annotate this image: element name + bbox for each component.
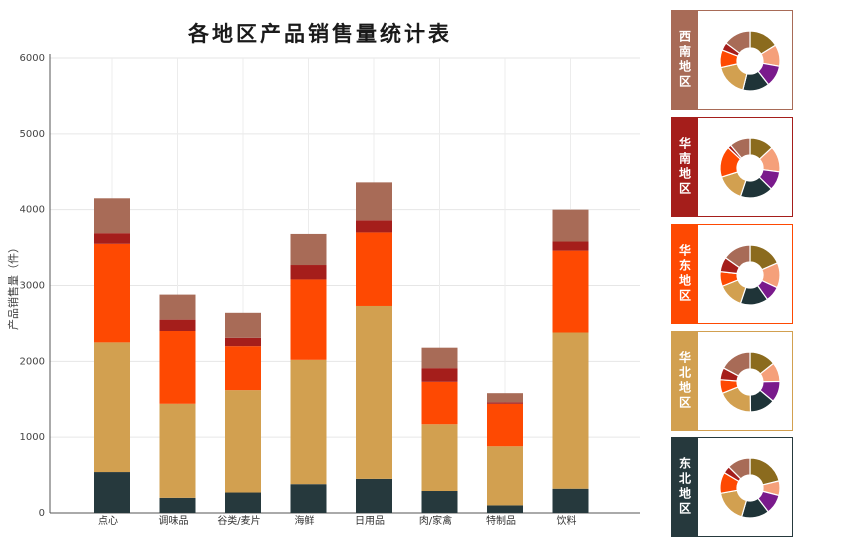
donut-slice [727,457,751,480]
bar-segment [94,198,130,234]
bar-segment [225,390,261,493]
region-panel: 华东地区 [671,224,793,324]
y-tick-label: 2000 [20,356,45,367]
bar-segment [290,484,327,513]
x-tick-label: 肉/家禽 [419,514,452,527]
bar-segment [487,505,523,513]
bar-segment [421,424,458,492]
x-tick-label: 点心 [98,515,118,527]
y-tick-label: 1000 [20,432,45,443]
bar-segment [290,279,327,360]
x-tick-label: 调味品 [159,515,189,527]
region-panel: 华南地区 [671,117,793,217]
bar-segment [552,332,589,489]
donut-slice [719,489,748,518]
donut-chart [719,351,781,413]
bar-segment [290,359,327,485]
donut-chart [719,457,781,519]
bar-segment [159,331,196,404]
bar-segment [356,305,392,479]
bar-segment [487,403,523,447]
bar-segment [421,491,458,513]
bar-segment [356,182,392,221]
region-label: 华东地区 [672,225,698,323]
x-tick-label: 谷类/麦片 [217,514,260,527]
bar-segment [421,368,458,382]
y-tick-label: 6000 [20,53,45,64]
donut-slice [749,457,780,486]
donut-chart [719,137,781,199]
bar-segment [487,393,523,403]
region-label: 东北地区 [672,438,698,536]
bar-segment [225,312,261,338]
bar-segment [421,347,458,369]
bar-segment [552,241,589,251]
region-label: 华南地区 [672,118,698,216]
bar-segment [552,209,589,242]
bar-segment [290,233,327,266]
x-tick-label: 特制品 [486,514,516,527]
donut-slice [725,30,751,55]
donut-slice [724,244,751,269]
donut-slice [722,351,751,377]
x-tick-label: 海鲜 [295,514,315,527]
bar-segment [225,346,261,391]
y-tick-label: 4000 [20,205,45,216]
region-panel: 东北地区 [671,437,793,537]
region-label: 华北地区 [672,332,698,430]
x-tick-label: 饮料 [557,514,577,527]
bar-segment [356,220,392,233]
region-panel: 华北地区 [671,331,793,431]
bar-segment [94,342,130,473]
y-tick-label: 3000 [20,281,45,292]
y-tick-label: 5000 [20,129,45,140]
donut-slice [720,63,748,91]
bar-segment [159,294,196,320]
bar-segment [356,232,392,306]
bar-segment [159,403,196,498]
bar-segment [552,488,589,513]
bar-segment [94,472,130,513]
x-tick-label: 日用品 [355,515,385,527]
bar-segment [225,492,261,513]
bar-segment [421,381,458,425]
donut-chart [719,30,781,92]
bar-segment [159,319,196,331]
bar-segment [94,243,130,343]
region-label: 西南地区 [672,11,698,109]
bar-segment [487,446,523,506]
donut-slice [729,137,751,159]
bar-segment [159,497,196,513]
bar-segment [487,402,523,404]
donut-chart [719,244,781,306]
bar-segment [225,337,261,347]
stacked-bar-chart: 0 1000 2000 3000 4000 5000 6000 点心 调味品 谷类/麦片 海鲜 日用品… [20,53,640,527]
bar-segment [552,250,589,333]
chart-title: 各地区产品销售量统计表 [188,22,452,46]
bar-segment [290,265,327,280]
bar-segment [94,233,130,244]
region-panel: 西南地区 [671,10,793,110]
y-tick-label: 0 [39,508,45,519]
bar-segment [356,478,392,513]
